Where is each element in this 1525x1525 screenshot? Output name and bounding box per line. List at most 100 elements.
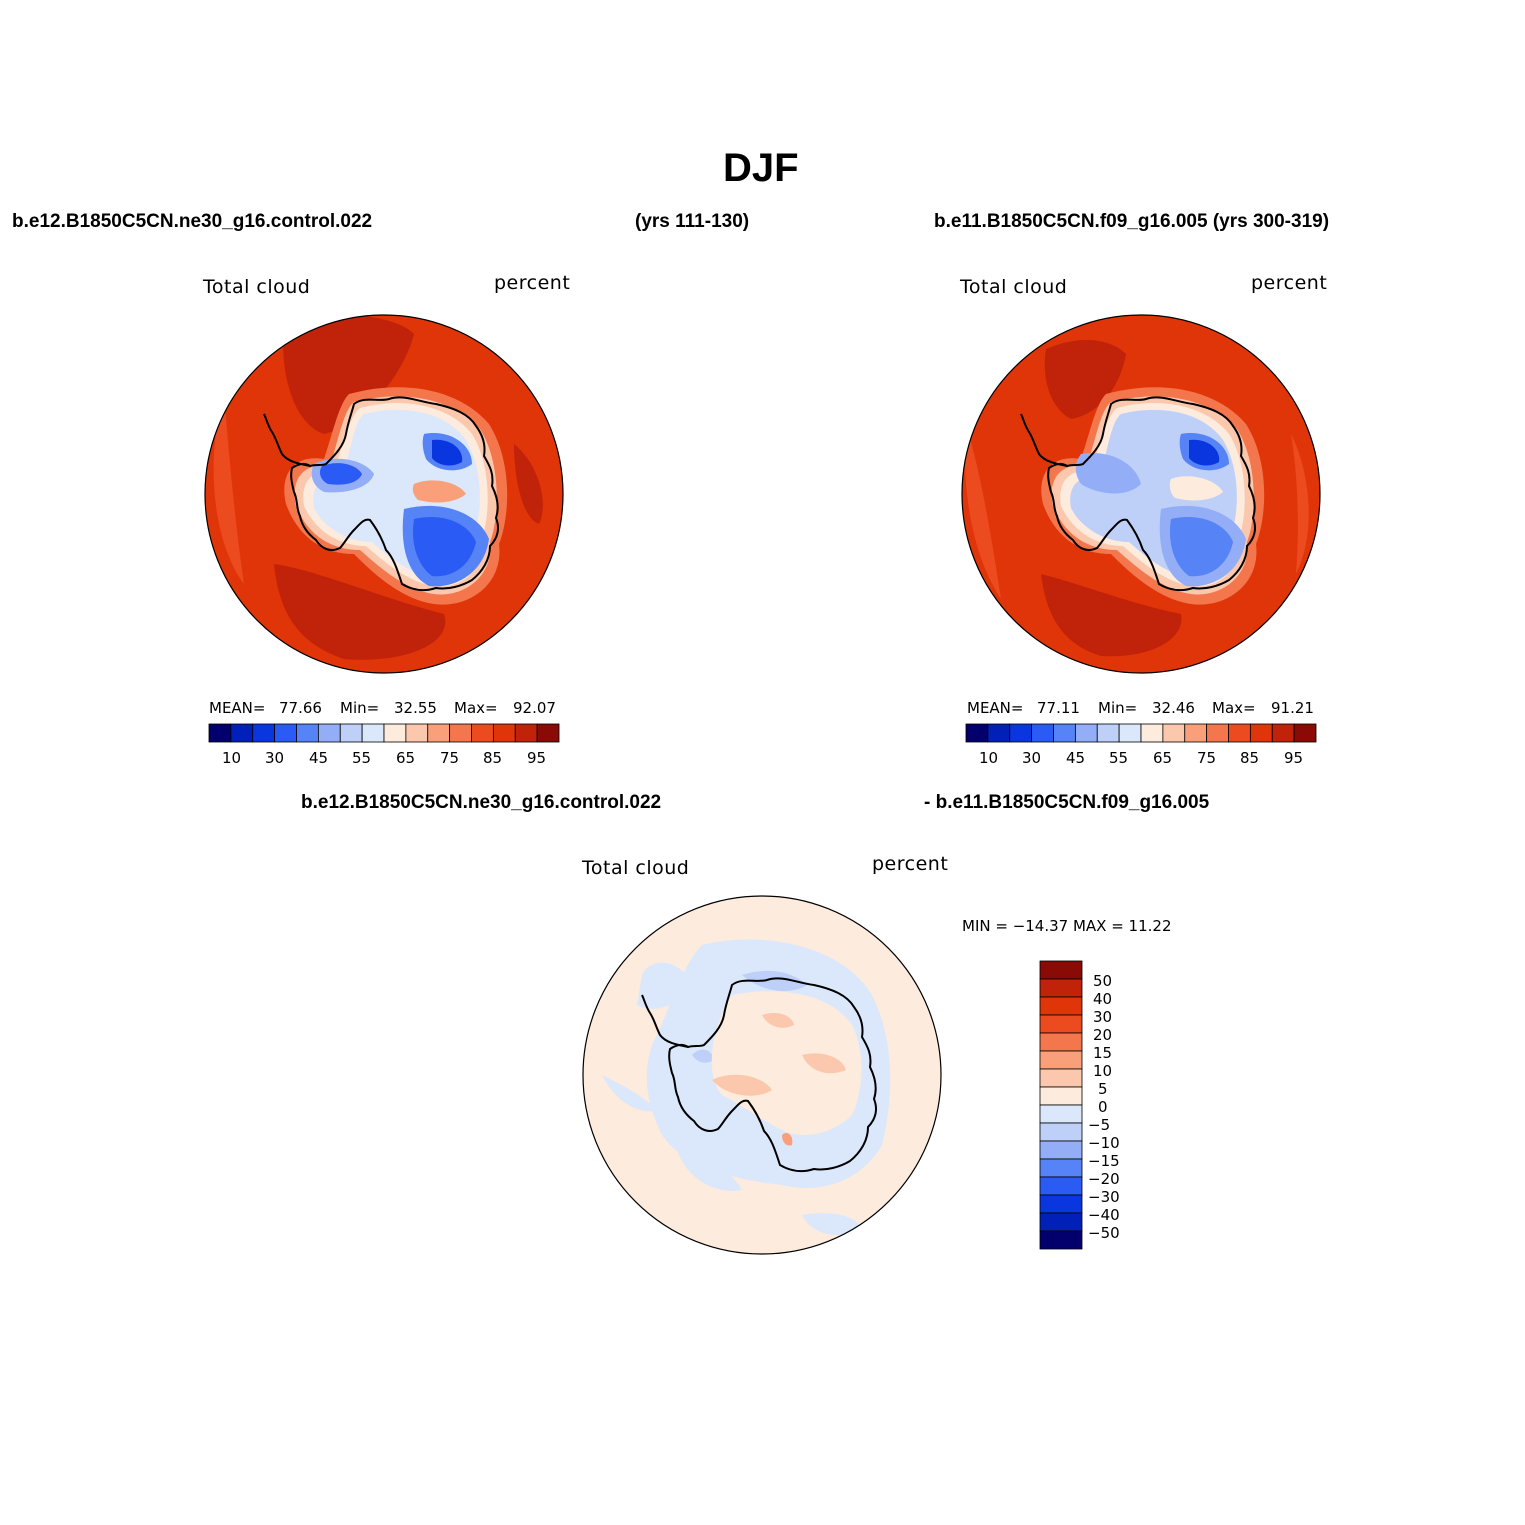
colorbar-box — [1039, 1014, 1083, 1034]
bottom-colorbar-tick-label: 0 — [1098, 1098, 1108, 1116]
contour-orange-band — [213, 394, 244, 584]
top-left-mean-label: MEAN= — [209, 699, 266, 717]
bottom-units-label: percent — [872, 853, 949, 875]
top-left-mean-value: 77.66 — [279, 699, 322, 717]
bottom-colorbar-tick-label: −20 — [1088, 1170, 1120, 1188]
colorbar-box — [536, 723, 560, 743]
colorbar-box — [1162, 723, 1186, 743]
bottom-polar-map — [582, 895, 942, 1255]
colorbar-box — [1039, 1140, 1083, 1160]
colorbar-box — [1039, 1104, 1083, 1124]
contour-dark-red-2 — [274, 564, 446, 660]
top-right-variable-label: Total cloud — [960, 276, 1068, 298]
colorbar-box — [1039, 1068, 1083, 1088]
colorbar-box — [1039, 996, 1083, 1016]
contour-blue-6 — [412, 516, 476, 577]
colorbar-box — [1039, 960, 1083, 980]
top-left-colorbar-tick-label: 75 — [440, 749, 460, 767]
contour-peach-center — [1169, 476, 1223, 501]
colorbar-box — [427, 723, 451, 743]
colorbar-box — [296, 723, 319, 743]
contour-light-blue-4 — [802, 1213, 862, 1235]
page-title: DJF — [723, 146, 799, 190]
top-left-colorbar-tick-label: 45 — [309, 749, 329, 767]
coastline-antarctica — [1047, 396, 1256, 592]
contour-dark-red-1 — [1044, 339, 1126, 419]
contour-dark-red-1 — [283, 315, 414, 434]
colorbar-box — [339, 723, 363, 743]
colorbar-box — [449, 723, 472, 743]
colorbar-box — [405, 723, 429, 743]
colorbar-box — [1039, 1158, 1083, 1178]
colorbar-box — [1184, 723, 1208, 743]
coastline-antarctica — [290, 396, 499, 592]
contour-dark-red-3 — [514, 444, 543, 524]
colorbar-box — [230, 723, 254, 743]
map-border — [961, 314, 1321, 674]
colorbar-box — [1039, 1230, 1083, 1250]
top-right-colorbar-tick-label: 10 — [979, 749, 999, 767]
bottom-colorbar-tick-label: −5 — [1088, 1116, 1111, 1134]
colorbar-box — [1009, 723, 1033, 743]
coastline-antarctica — [668, 977, 877, 1173]
bottom-colorbar — [1039, 960, 1083, 1250]
colorbar-box — [361, 723, 385, 743]
colorbar-box — [1271, 723, 1295, 743]
contour-orange-center — [412, 480, 466, 503]
top-right-min-value: 32.46 — [1152, 699, 1195, 717]
top-right-colorbar-tick-label: 85 — [1240, 749, 1260, 767]
contour-blue-3 — [1189, 439, 1220, 466]
top-right-colorbar-tick-label: 75 — [1197, 749, 1217, 767]
top-left-years: (yrs 111-130) — [635, 211, 750, 232]
top-left-colorbar-tick-label: 10 — [222, 749, 242, 767]
bottom-case-b-title: - b.e11.B1850C5CN.f09_g16.005 — [924, 792, 1210, 813]
colorbar-box — [1140, 723, 1164, 743]
bottom-colorbar-tick-label: −15 — [1088, 1152, 1120, 1170]
bottom-colorbar-tick-label: −10 — [1088, 1134, 1120, 1152]
contour-mid-blue-1 — [742, 970, 807, 991]
contour-salmon-1 — [712, 1074, 772, 1096]
contour-orange-band — [964, 424, 1001, 599]
contour-salmon-4 — [782, 1133, 793, 1146]
top-left-colorbar-tick-label: 85 — [483, 749, 503, 767]
top-right-mean-label: MEAN= — [967, 699, 1024, 717]
colorbar-box — [987, 723, 1011, 743]
contour-blue-2 — [320, 463, 362, 485]
top-left-variable-label: Total cloud — [203, 276, 311, 298]
colorbar-box — [1096, 723, 1120, 743]
top-left-colorbar-tick-label: 30 — [265, 749, 285, 767]
contour-salmon-2 — [762, 1013, 794, 1028]
colorbar-box — [965, 723, 989, 743]
bottom-colorbar-tick-label: 40 — [1093, 990, 1113, 1008]
top-right-mean-value: 77.11 — [1037, 699, 1080, 717]
colorbar-box — [1039, 978, 1083, 998]
map-border — [582, 895, 942, 1255]
bottom-colorbar-tick-label: 10 — [1093, 1062, 1113, 1080]
colorbar-box — [1249, 723, 1273, 743]
top-right-colorbar — [965, 723, 1317, 743]
colorbar-box — [1053, 723, 1076, 743]
top-right-colorbar-tick-label: 65 — [1153, 749, 1173, 767]
colorbar-box — [1118, 723, 1142, 743]
top-right-colorbar-tick-label: 30 — [1022, 749, 1042, 767]
colorbar-box — [471, 723, 494, 743]
coastline-peninsula — [1020, 413, 1068, 467]
top-right-polar-map — [961, 314, 1321, 674]
top-right-colorbar-tick-label: 95 — [1284, 749, 1304, 767]
colorbar-box — [317, 723, 341, 743]
colorbar-box — [1228, 723, 1251, 743]
top-left-polar-map — [204, 314, 564, 674]
colorbar-box — [1039, 1032, 1083, 1052]
contour-orange-band-2 — [1291, 434, 1309, 574]
bottom-colorbar-tick-label: 15 — [1093, 1044, 1113, 1062]
contour-blue-1 — [1075, 453, 1141, 494]
contour-light-blue-5 — [677, 1150, 742, 1191]
top-left-colorbar-tick-label: 55 — [352, 749, 372, 767]
bottom-colorbar-tick-label: −40 — [1088, 1206, 1120, 1224]
colorbar-box — [514, 723, 538, 743]
contour-peach-interior — [711, 991, 862, 1135]
colorbar-box — [208, 723, 232, 743]
contour-blue-5 — [1169, 516, 1233, 577]
top-left-max-value: 92.07 — [513, 699, 556, 717]
coastline-peninsula — [263, 413, 311, 467]
